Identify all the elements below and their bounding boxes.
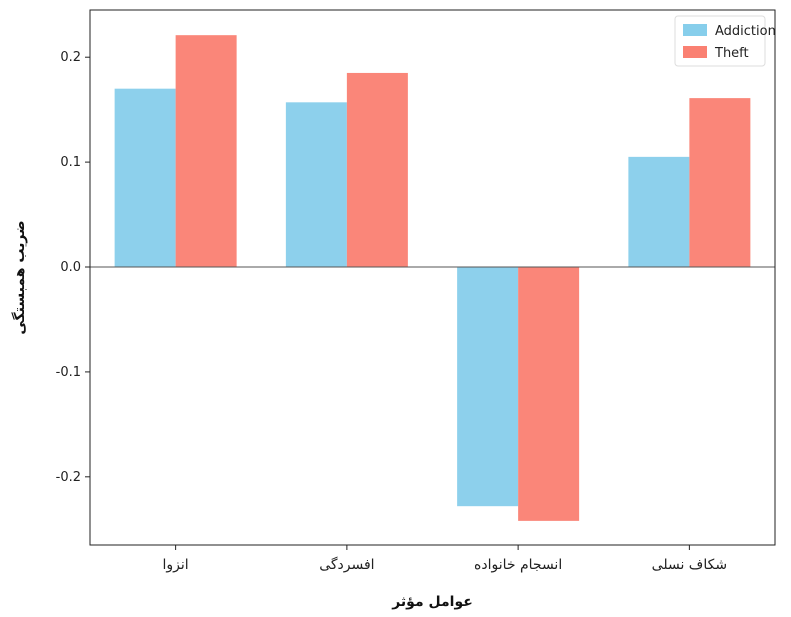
bar-addiction-1 (285, 102, 347, 268)
legend-label-addiction: Addiction (715, 24, 776, 39)
legend: Addiction Theft (674, 15, 776, 67)
y-tick-label: 0.0 (60, 260, 81, 275)
legend-swatch-theft (683, 46, 707, 58)
y-tick-label: 0.1 (60, 155, 81, 170)
legend-swatch-addiction (683, 24, 707, 36)
legend-label-theft: Theft (714, 46, 749, 61)
x-tick-label: انزوا (163, 557, 189, 573)
x-tick-label: شکاف نسلی (652, 557, 727, 573)
bar-addiction-2 (457, 267, 519, 507)
bar-addiction-3 (628, 156, 690, 268)
x-axis: انزوا افسردگی انسجام خانواده شکاف نسلی (163, 545, 727, 573)
y-tick-label: 0.2 (60, 50, 81, 65)
bar-theft-2 (518, 267, 580, 521)
bar-addiction-0 (114, 88, 176, 268)
bar-theft-1 (346, 72, 408, 268)
y-tick-label: -0.1 (56, 365, 81, 380)
y-tick-label: -0.2 (56, 470, 81, 485)
bar-theft-3 (689, 98, 751, 268)
bars-group (114, 35, 751, 521)
bar-theft-0 (175, 35, 237, 268)
x-tick-label: افسردگی (319, 556, 374, 573)
x-axis-title: عوامل مؤثر (391, 594, 473, 610)
y-axis: -0.2 -0.1 0.0 0.1 0.2 (56, 50, 90, 485)
x-tick-label: انسجام خانواده (474, 557, 562, 573)
y-axis-title: ضریب همبستگی (11, 220, 28, 334)
plot-frame (89, 9, 776, 546)
